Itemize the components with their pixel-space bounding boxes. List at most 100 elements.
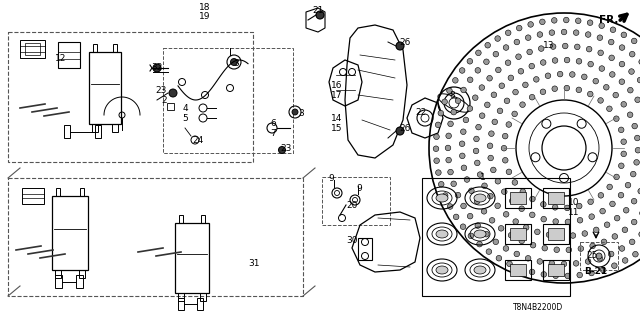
Circle shape — [630, 171, 636, 177]
Circle shape — [477, 172, 483, 177]
Circle shape — [590, 243, 595, 249]
Circle shape — [513, 89, 518, 95]
Circle shape — [573, 30, 579, 36]
Circle shape — [554, 247, 559, 252]
Text: 24: 24 — [192, 135, 204, 145]
Circle shape — [467, 77, 473, 83]
Circle shape — [620, 45, 625, 50]
Circle shape — [455, 192, 461, 198]
Circle shape — [508, 75, 514, 81]
Circle shape — [578, 246, 584, 252]
Circle shape — [506, 30, 511, 36]
Circle shape — [493, 239, 499, 244]
Circle shape — [537, 259, 543, 264]
Circle shape — [534, 229, 540, 235]
Circle shape — [575, 18, 581, 24]
Circle shape — [537, 32, 543, 37]
Text: 6: 6 — [270, 118, 276, 127]
Circle shape — [565, 219, 571, 225]
Circle shape — [445, 145, 451, 151]
Circle shape — [484, 231, 489, 237]
Circle shape — [588, 199, 593, 204]
Circle shape — [622, 227, 628, 233]
Circle shape — [479, 85, 484, 90]
Text: 17: 17 — [330, 91, 342, 100]
Circle shape — [613, 92, 618, 98]
Circle shape — [448, 169, 453, 175]
Circle shape — [467, 106, 473, 111]
Bar — [8, 32, 253, 162]
Polygon shape — [548, 192, 564, 204]
Circle shape — [487, 143, 493, 148]
Circle shape — [434, 134, 439, 140]
Circle shape — [504, 98, 510, 104]
Circle shape — [609, 72, 615, 77]
Circle shape — [446, 133, 451, 139]
Circle shape — [460, 153, 465, 159]
Circle shape — [607, 106, 612, 112]
Circle shape — [520, 102, 525, 108]
Circle shape — [433, 146, 439, 152]
Circle shape — [542, 119, 551, 128]
Circle shape — [627, 112, 633, 117]
Circle shape — [619, 79, 625, 84]
Circle shape — [316, 11, 324, 19]
Circle shape — [553, 273, 559, 278]
Circle shape — [619, 246, 625, 251]
Circle shape — [436, 170, 441, 175]
Circle shape — [503, 45, 509, 50]
Circle shape — [625, 182, 631, 188]
Circle shape — [474, 199, 480, 204]
Circle shape — [495, 179, 500, 184]
Text: 31: 31 — [248, 259, 260, 268]
Circle shape — [520, 189, 525, 195]
Circle shape — [525, 35, 531, 40]
Circle shape — [598, 50, 604, 56]
Circle shape — [153, 64, 161, 72]
Text: 2: 2 — [161, 95, 167, 105]
Ellipse shape — [436, 194, 448, 202]
Circle shape — [435, 122, 441, 128]
Circle shape — [514, 251, 520, 257]
Circle shape — [596, 253, 602, 259]
Text: 3: 3 — [233, 59, 239, 68]
Circle shape — [455, 98, 461, 104]
Circle shape — [492, 119, 497, 125]
Circle shape — [621, 101, 627, 107]
Text: FR.: FR. — [598, 15, 618, 25]
Circle shape — [639, 231, 640, 237]
Circle shape — [609, 55, 614, 60]
Circle shape — [448, 121, 453, 127]
Circle shape — [609, 39, 614, 45]
Circle shape — [292, 109, 298, 115]
Circle shape — [629, 239, 635, 245]
Circle shape — [599, 23, 605, 28]
Circle shape — [531, 242, 536, 248]
Bar — [163, 48, 293, 153]
Circle shape — [467, 213, 473, 219]
Circle shape — [564, 57, 570, 63]
Circle shape — [488, 155, 493, 161]
Circle shape — [482, 183, 487, 188]
Circle shape — [509, 198, 515, 204]
Circle shape — [505, 60, 511, 66]
Circle shape — [488, 131, 494, 136]
Circle shape — [635, 148, 640, 153]
Circle shape — [610, 27, 616, 33]
Circle shape — [451, 109, 456, 115]
Circle shape — [512, 111, 518, 117]
Circle shape — [632, 123, 637, 129]
Circle shape — [639, 59, 640, 65]
Circle shape — [607, 184, 612, 190]
Circle shape — [451, 181, 456, 187]
Circle shape — [461, 165, 467, 171]
Circle shape — [540, 19, 545, 25]
Circle shape — [575, 44, 580, 50]
Circle shape — [545, 73, 551, 78]
Text: 25: 25 — [586, 251, 597, 260]
Circle shape — [623, 207, 629, 213]
Circle shape — [609, 251, 614, 257]
Circle shape — [576, 87, 582, 93]
Circle shape — [519, 206, 525, 212]
Circle shape — [621, 32, 627, 38]
